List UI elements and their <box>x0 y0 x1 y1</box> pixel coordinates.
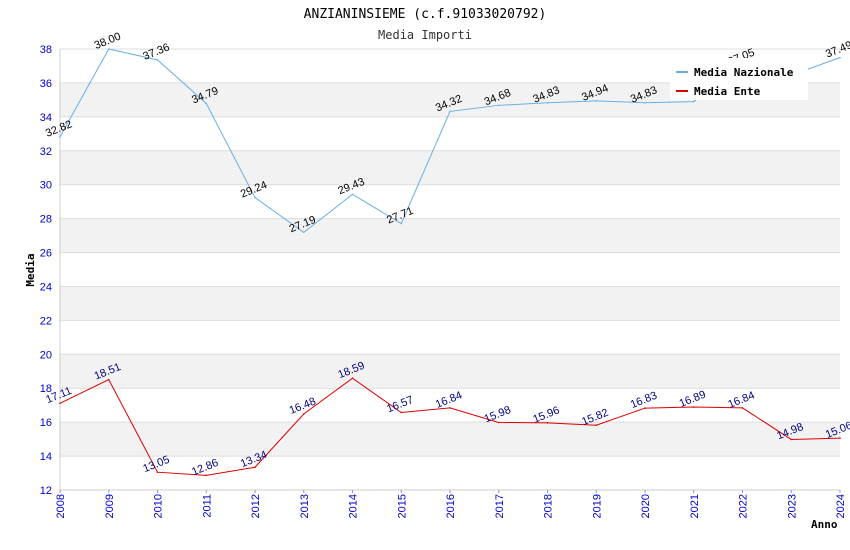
data-point-ente <box>790 438 793 441</box>
y-tick-label: 32 <box>40 146 52 158</box>
x-tick-label: 2009 <box>104 494 116 518</box>
data-point-nazionale <box>400 222 403 225</box>
x-tick-label: 2013 <box>299 494 311 518</box>
data-point-nazionale <box>205 102 208 105</box>
data-point-ente <box>692 406 695 408</box>
data-point-nazionale <box>692 100 695 103</box>
grid-band <box>60 286 840 321</box>
data-point-nazionale <box>449 110 451 113</box>
data-point-ente <box>644 407 646 409</box>
y-tick-label: 24 <box>40 281 52 293</box>
y-tick-label: 18 <box>40 383 52 395</box>
data-point-nazionale <box>302 231 305 234</box>
grid-band <box>60 320 840 355</box>
x-axis-label: Anno <box>811 518 838 531</box>
x-tick-label: 2015 <box>396 494 408 518</box>
data-point-ente <box>839 437 841 439</box>
y-tick-label: 16 <box>40 417 52 429</box>
data-point-ente <box>595 424 598 427</box>
data-point-nazionale <box>107 48 110 50</box>
data-point-ente <box>254 466 256 469</box>
data-point-ente <box>107 378 110 381</box>
chart-subtitle: Media Importi <box>378 28 472 42</box>
data-point-ente <box>400 411 403 414</box>
data-point-nazionale <box>595 100 598 102</box>
data-point-ente <box>351 377 354 380</box>
y-tick-label: 38 <box>40 44 52 56</box>
data-point-ente <box>546 422 549 424</box>
grid-band <box>60 388 840 423</box>
data-point-nazionale <box>497 104 500 107</box>
x-tick-label: 2017 <box>494 494 506 518</box>
legend-label-ente: Media Ente <box>694 85 761 98</box>
y-tick-label: 26 <box>40 248 52 260</box>
data-point-nazionale <box>546 101 549 104</box>
x-tick-label: 2010 <box>153 494 165 518</box>
grid-band <box>60 456 840 490</box>
x-tick-label: 2020 <box>640 494 652 518</box>
legend-label-nazionale: Media Nazionale <box>694 66 794 79</box>
y-tick-label: 34 <box>40 112 52 124</box>
data-point-ente <box>497 421 500 424</box>
grid-band <box>60 218 840 253</box>
grid-band <box>60 116 840 151</box>
data-point-nazionale <box>254 196 256 199</box>
x-tick-label: 2024 <box>835 494 847 518</box>
data-point-nazionale <box>839 56 841 59</box>
grid-band <box>60 184 840 219</box>
data-point-ente <box>741 407 744 409</box>
y-tick-label: 28 <box>40 214 52 226</box>
grid-band <box>60 150 840 185</box>
grid-band <box>60 422 840 457</box>
x-tick-label: 2016 <box>445 494 457 518</box>
data-point-nazionale <box>59 136 61 138</box>
grid-band <box>60 354 840 389</box>
x-tick-label: 2012 <box>250 494 262 518</box>
y-tick-label: 14 <box>40 451 52 463</box>
chart-title: ANZIANINSIEME (c.f.91033020792) <box>304 7 547 22</box>
x-tick-label: 2011 <box>201 494 213 518</box>
data-point-ente <box>59 402 61 405</box>
x-tick-label: 2014 <box>348 494 360 518</box>
data-point-ente <box>205 474 208 477</box>
x-tick-label: 2018 <box>543 494 555 518</box>
data-point-ente <box>302 413 305 415</box>
x-tick-label: 2019 <box>591 494 603 518</box>
y-tick-label: 22 <box>40 315 52 327</box>
y-tick-label: 20 <box>40 349 52 361</box>
data-point-nazionale <box>644 101 646 104</box>
grid-band <box>60 252 840 287</box>
x-tick-label: 2022 <box>738 494 750 518</box>
y-tick-label: 36 <box>40 78 52 90</box>
data-point-ente <box>156 471 159 473</box>
y-axis-label: Media <box>24 253 37 286</box>
legend-box <box>670 58 808 100</box>
data-point-ente <box>449 407 451 409</box>
y-tick-label: 30 <box>40 180 52 192</box>
data-point-nazionale <box>156 59 159 61</box>
y-tick-label: 12 <box>40 485 52 497</box>
x-tick-label: 2023 <box>786 494 798 518</box>
x-tick-label: 2021 <box>689 494 701 518</box>
data-point-nazionale <box>351 193 354 196</box>
x-tick-label: 2008 <box>55 494 67 518</box>
